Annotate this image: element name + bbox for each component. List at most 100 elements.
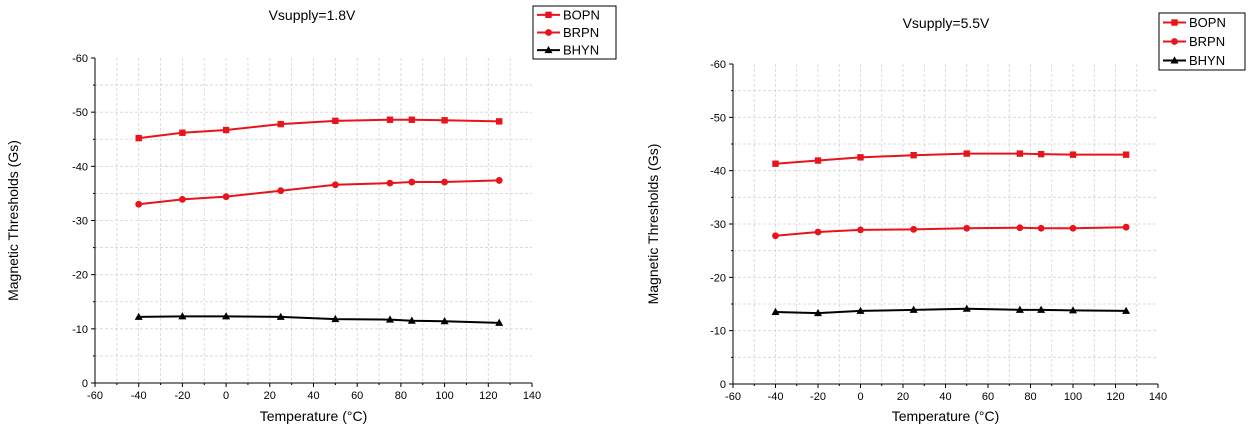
data-point-bhyn <box>222 312 231 320</box>
data-point-bhyn <box>407 316 416 324</box>
data-point-brpn <box>1016 224 1024 232</box>
series-bopn <box>772 150 1130 167</box>
legend-label-bopn: BOPN <box>563 7 600 22</box>
y-tick-label: -30 <box>710 219 726 231</box>
series-bopn <box>135 116 503 142</box>
grid <box>95 58 532 383</box>
y-axis-title: Magnetic Thresholds (Gs) <box>5 140 21 301</box>
data-point-bopn <box>386 116 394 123</box>
chart-vsupply-5-5v: -60 -40 -20 0 20 40 60 80 100 120 140 -60 -50 -40 -30 -… <box>645 12 1246 424</box>
x-tick-label: 120 <box>479 390 497 402</box>
x-tick-label: -40 <box>768 391 784 403</box>
data-point-bhyn <box>331 314 340 323</box>
legend-label-bopn: BOPN <box>1189 15 1226 30</box>
data-point-brpn <box>277 187 285 195</box>
data-point-bhyn <box>134 312 143 320</box>
data-point-bopn <box>963 150 970 157</box>
x-tick-label: 0 <box>857 391 863 403</box>
legend-marker-brpn <box>545 29 552 36</box>
data-point-bhyn <box>814 308 822 317</box>
data-point-brpn <box>910 225 918 233</box>
x-tick-label: 60 <box>982 391 994 403</box>
data-point-brpn <box>222 193 230 201</box>
y-tick-label: -10 <box>710 326 726 338</box>
grid <box>733 64 1158 384</box>
y-tick-label: 0 <box>720 379 726 391</box>
data-point-bhyn <box>1122 306 1131 314</box>
data-point-brpn <box>1037 224 1045 232</box>
data-point-bhyn <box>1069 306 1077 314</box>
data-point-brpn <box>386 179 394 187</box>
data-point-brpn <box>495 177 503 184</box>
series-brpn <box>135 177 503 208</box>
data-point-bhyn <box>178 312 187 320</box>
data-point-brpn <box>1122 223 1130 231</box>
data-point-bhyn <box>909 305 918 313</box>
data-point-brpn <box>857 226 864 234</box>
data-point-bhyn <box>771 307 780 315</box>
x-tick-label: 40 <box>939 391 951 403</box>
series-bhyn <box>134 312 504 326</box>
y-tick-label: -40 <box>710 166 726 178</box>
data-point-bhyn <box>440 317 449 325</box>
x-tick-label: -20 <box>810 391 826 403</box>
y-tick-label: -20 <box>710 272 726 284</box>
x-tick-label: -40 <box>131 390 147 402</box>
data-point-bopn <box>1069 151 1077 158</box>
x-tick-label: 100 <box>1064 391 1082 403</box>
data-point-brpn <box>179 195 186 203</box>
data-point-bhyn <box>1037 305 1046 313</box>
y-tick-label: -20 <box>72 270 88 282</box>
data-point-bopn <box>772 160 779 167</box>
legend-marker-brpn <box>1171 38 1178 45</box>
y-tick-label: -50 <box>72 107 88 119</box>
chart-title: Vsupply=5.5V <box>903 15 990 31</box>
x-tick-label: 80 <box>1024 391 1036 403</box>
x-tick-label: 20 <box>897 391 909 403</box>
data-point-bopn <box>332 117 339 125</box>
data-point-bopn <box>408 116 416 123</box>
chart-title: Vsupply=1.8V <box>269 7 356 23</box>
data-point-bhyn <box>385 315 394 323</box>
x-tick-label: 40 <box>307 390 319 402</box>
data-point-bopn <box>857 154 864 161</box>
x-tick-label: 60 <box>351 390 363 402</box>
legend-marker-bopn <box>1171 19 1178 26</box>
x-tick-label: -60 <box>725 391 741 403</box>
y-axis-title: Magnetic Thresholds (Gs) <box>645 144 661 305</box>
data-point-bhyn <box>1015 305 1024 313</box>
data-point-bhyn <box>856 306 865 314</box>
data-point-brpn <box>1069 224 1077 232</box>
legend-marker-bhyn <box>544 45 553 54</box>
data-point-bopn <box>179 129 186 136</box>
data-point-bopn <box>1122 151 1130 158</box>
y-tick-label: -60 <box>72 53 88 65</box>
x-axis-title: Temperature (°C) <box>892 408 1000 424</box>
x-tick-label: 20 <box>264 390 276 402</box>
data-point-brpn <box>135 200 143 208</box>
y-tick-label: -40 <box>72 161 88 173</box>
y-tick-label: -50 <box>710 112 726 124</box>
x-axis-title: Temperature (°C) <box>260 408 368 424</box>
legend: BOPN BRPN BHYN <box>1158 12 1246 71</box>
y-tick-label: -10 <box>72 324 88 336</box>
data-point-brpn <box>408 178 416 186</box>
x-tick-label: -60 <box>87 390 103 402</box>
x-tick-label: -20 <box>174 390 190 402</box>
chart-vsupply-1-8v: -60 -40 -20 0 20 40 60 80 100 120 140 -60 -50 -40 -30 -… <box>5 5 617 424</box>
x-tick-label: 0 <box>223 390 229 402</box>
data-point-bopn <box>222 126 230 134</box>
data-point-bopn <box>814 157 822 164</box>
data-point-brpn <box>331 181 339 189</box>
x-tick-label: 120 <box>1106 391 1124 403</box>
y-tick-label: -60 <box>710 59 726 71</box>
data-point-brpn <box>963 224 971 232</box>
data-point-bopn <box>441 117 448 124</box>
legend-label-bhyn: BHYN <box>563 43 599 58</box>
data-point-bopn <box>277 120 284 128</box>
data-point-bhyn <box>962 304 971 312</box>
series-bhyn <box>771 304 1131 317</box>
data-point-bopn <box>1037 150 1045 158</box>
legend: BOPN BRPN BHYN <box>532 5 617 60</box>
legend-marker-bopn <box>545 11 552 19</box>
